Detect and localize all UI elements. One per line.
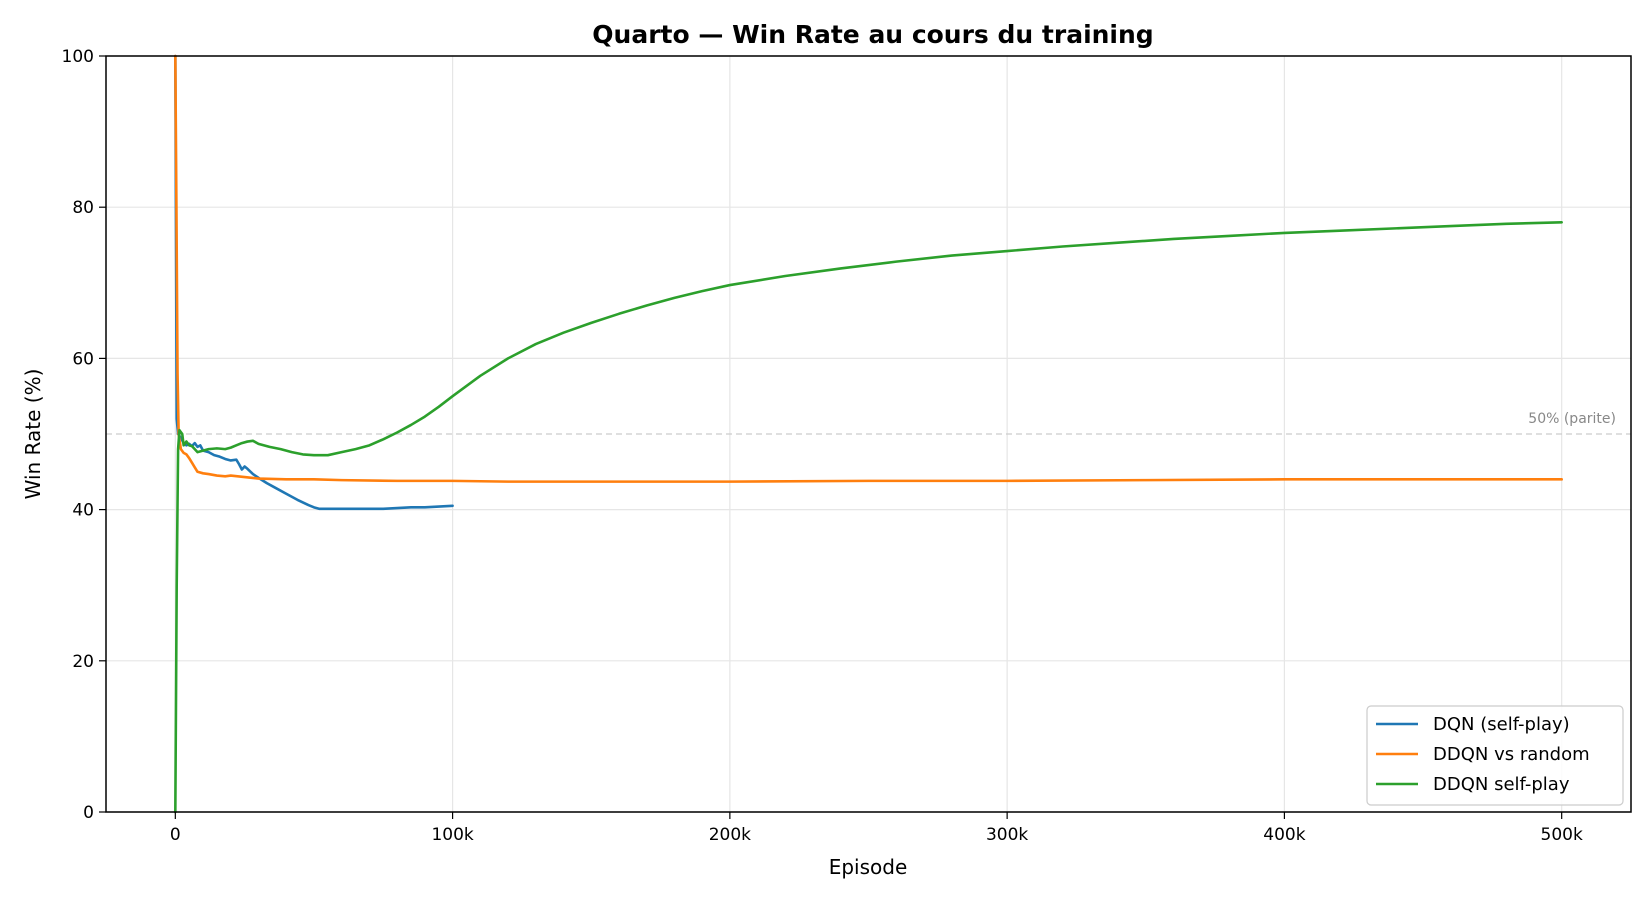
chart-title: Quarto — Win Rate au cours du training	[592, 20, 1153, 49]
y-tick-label: 60	[72, 349, 94, 369]
legend: DQN (self-play) DDQN vs random DDQN self-p…	[1366, 705, 1624, 806]
plot-frame	[105, 55, 1632, 813]
reference-line-label: 50% (parite)	[1528, 411, 1616, 427]
x-tick-label: 400k	[1263, 825, 1305, 845]
y-tick-label: 0	[83, 803, 94, 823]
series-group	[174, 54, 1563, 814]
legend-label: DDQN vs random	[1433, 744, 1590, 765]
x-tick-label: 500k	[1541, 825, 1583, 845]
x-tick-label: 300k	[986, 825, 1028, 845]
legend-box	[1366, 705, 1624, 806]
series-line-ddqn-vs-random	[174, 54, 1563, 483]
y-axis-ticks: 0 20 40 60 80 100	[62, 47, 106, 823]
x-tick-label: 100k	[431, 825, 473, 845]
y-tick-label: 40	[72, 501, 94, 521]
x-axis-label: Episode	[829, 855, 908, 879]
y-axis-label: Win Rate (%)	[21, 369, 45, 500]
series-line-ddqn-self-play	[174, 221, 1563, 814]
x-axis-ticks: 0 100k 200k 300k 400k 500k	[170, 812, 1583, 845]
legend-label: DDQN self-play	[1433, 774, 1570, 795]
legend-label: DQN (self-play)	[1433, 714, 1570, 735]
y-tick-label: 20	[72, 652, 94, 672]
y-tick-label: 80	[72, 198, 94, 218]
y-tick-label: 100	[62, 47, 94, 67]
x-tick-label: 200k	[709, 825, 751, 845]
x-tick-label: 0	[170, 825, 181, 845]
reference-line-group: 50% (parite)	[106, 411, 1631, 435]
